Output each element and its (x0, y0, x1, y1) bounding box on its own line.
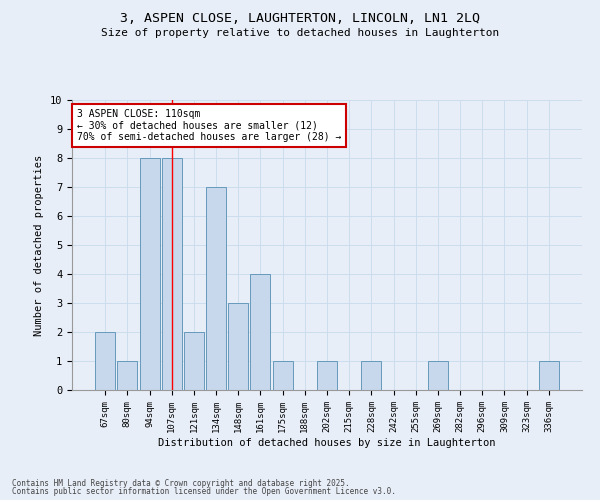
Bar (228, 303, 248, 390)
Text: 3, ASPEN CLOSE, LAUGHTERTON, LINCOLN, LN1 2LQ: 3, ASPEN CLOSE, LAUGHTERTON, LINCOLN, LN… (120, 12, 480, 26)
Bar (317, 361, 337, 390)
Bar (184, 332, 204, 390)
Bar (250, 274, 271, 390)
Bar (162, 158, 182, 390)
X-axis label: Distribution of detached houses by size in Laughterton: Distribution of detached houses by size … (158, 438, 496, 448)
Text: Contains public sector information licensed under the Open Government Licence v3: Contains public sector information licen… (12, 487, 396, 496)
Bar (140, 158, 160, 390)
Bar (428, 361, 448, 390)
Text: Contains HM Land Registry data © Crown copyright and database right 2025.: Contains HM Land Registry data © Crown c… (12, 478, 350, 488)
Bar (539, 361, 559, 390)
Text: 3 ASPEN CLOSE: 110sqm
← 30% of detached houses are smaller (12)
70% of semi-deta: 3 ASPEN CLOSE: 110sqm ← 30% of detached … (77, 108, 341, 142)
Bar (361, 361, 382, 390)
Bar (206, 187, 226, 390)
Y-axis label: Number of detached properties: Number of detached properties (34, 154, 44, 336)
Bar (95, 332, 115, 390)
Bar (272, 361, 293, 390)
Bar (118, 361, 137, 390)
Text: Size of property relative to detached houses in Laughterton: Size of property relative to detached ho… (101, 28, 499, 38)
